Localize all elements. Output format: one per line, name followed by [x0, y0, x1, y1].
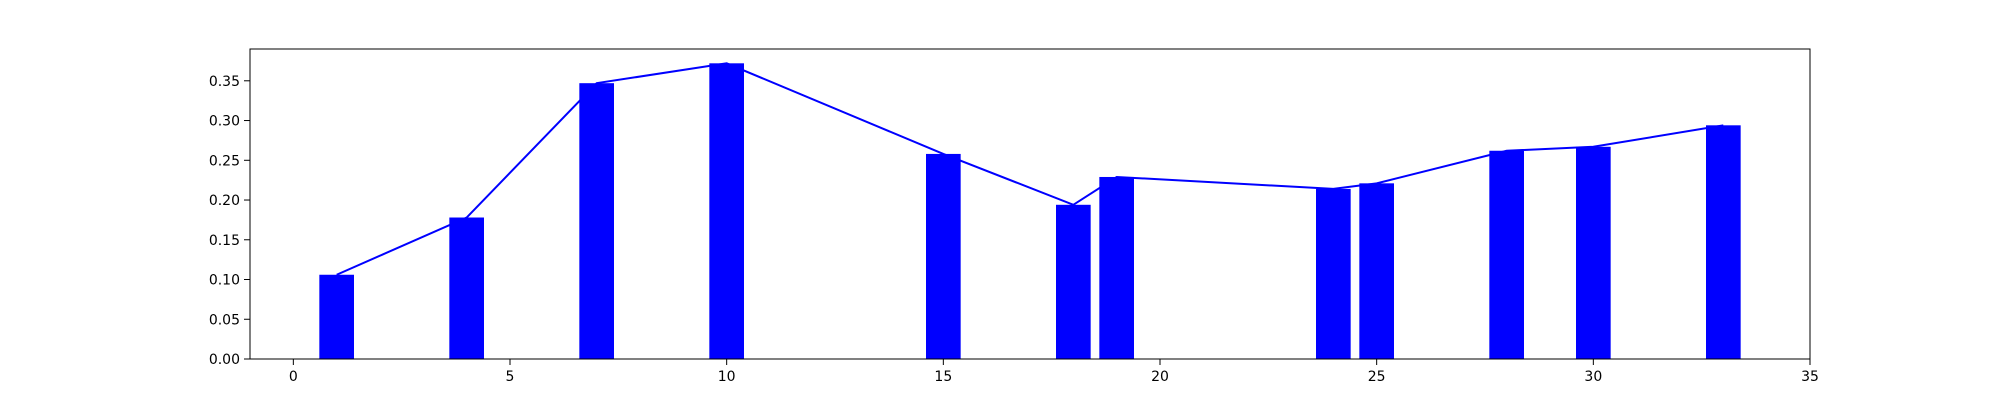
axes-group — [249, 48, 1811, 360]
bar-1 — [319, 274, 354, 359]
bar-18 — [1056, 204, 1091, 359]
x-tick-label: 25 — [1368, 369, 1386, 385]
line-group — [336, 62, 1724, 276]
y-tick-label: 0.15 — [209, 233, 240, 249]
bar-30 — [1576, 146, 1611, 359]
bar-28 — [1489, 150, 1524, 359]
bar-4 — [449, 217, 484, 359]
x-axis-ticks: 0 5 10 15 20 25 30 35 — [289, 359, 1819, 385]
y-tick-label: 0.30 — [209, 114, 240, 130]
plot-frame — [249, 48, 1811, 360]
x-tick-label: 35 — [1801, 369, 1819, 385]
x-tick-label: 30 — [1584, 369, 1602, 385]
y-tick-label: 0.00 — [209, 352, 240, 368]
y-axis-ticks: 0.00 0.05 0.10 0.15 0.20 0.25 0.30 0.35 — [209, 74, 250, 368]
bar-33 — [1706, 125, 1741, 359]
bar-25 — [1359, 183, 1394, 359]
y-tick-label: 0.05 — [209, 312, 240, 328]
bar-15 — [926, 153, 961, 359]
series-line — [336, 62, 1724, 276]
x-tick-label: 5 — [506, 369, 515, 385]
bar-19 — [1099, 176, 1134, 359]
bar-24 — [1316, 188, 1351, 359]
y-tick-label: 0.35 — [209, 74, 240, 90]
x-tick-label: 0 — [289, 369, 298, 385]
x-tick-label: 10 — [718, 369, 736, 385]
y-tick-label: 0.25 — [209, 153, 240, 169]
x-tick-label: 20 — [1151, 369, 1169, 385]
y-tick-label: 0.20 — [209, 193, 240, 209]
bar-10 — [709, 63, 744, 360]
bar-7 — [579, 83, 614, 359]
y-tick-label: 0.10 — [209, 273, 240, 289]
x-tick-label: 15 — [934, 369, 952, 385]
bars-group — [319, 63, 1741, 360]
